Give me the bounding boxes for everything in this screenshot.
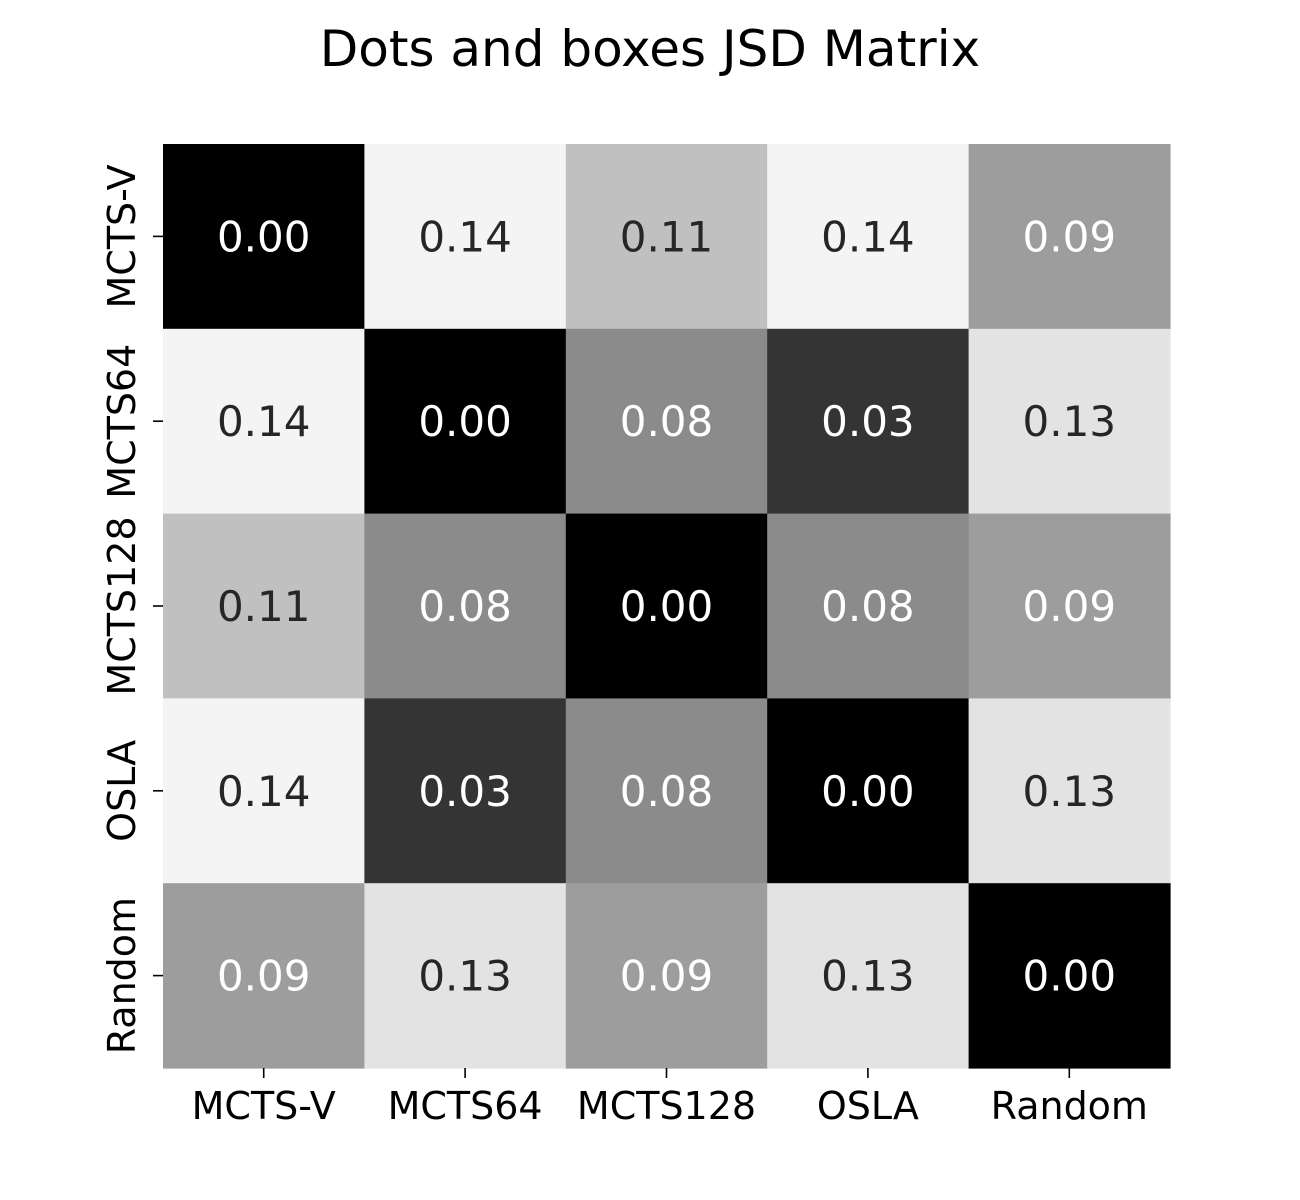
heatmap-cell	[364, 698, 567, 884]
heatmap-cell-value: 0.13	[821, 952, 915, 1001]
heatmap-cell-value: 0.14	[821, 212, 915, 261]
heatmap-cell-value: 0.13	[418, 952, 512, 1001]
heatmap-cell	[163, 144, 365, 330]
y-tick-label: MCTS-V	[100, 164, 144, 308]
heatmap-cells	[163, 144, 1171, 1069]
heatmap-cell	[767, 883, 970, 1069]
heatmap-cell-value: 0.09	[1023, 212, 1117, 261]
heatmap-cell-value: 0.08	[821, 582, 915, 631]
heatmap-cell-value: 0.11	[217, 582, 311, 631]
heatmap-cell	[767, 144, 970, 330]
x-tick-label: OSLA	[817, 1084, 919, 1128]
heatmap-cell	[565, 883, 768, 1069]
heatmap-cell	[163, 513, 365, 699]
heatmap-cell-value: 0.14	[217, 767, 311, 816]
heatmap-cell	[767, 328, 970, 515]
heatmap-cell-value: 0.00	[418, 397, 512, 446]
heatmap-cell-value: 0.09	[217, 952, 311, 1001]
x-axis: MCTS-V MCTS64 MCTS128 OSLA Random	[192, 1068, 1148, 1128]
heatmap-cell	[364, 328, 567, 515]
heatmap-cell	[565, 328, 768, 515]
heatmap-cell-value: 0.09	[1023, 582, 1117, 631]
heatmap-cell	[364, 144, 567, 330]
heatmap-cell	[968, 513, 1171, 699]
x-tick-label: MCTS-V	[192, 1084, 336, 1128]
heatmap-cell	[968, 144, 1171, 330]
heatmap-cell-value: 0.00	[821, 767, 915, 816]
heatmap-cell-value: 0.13	[1023, 397, 1117, 446]
heatmap-cell-value: 0.09	[620, 952, 714, 1001]
heatmap-cell	[565, 698, 768, 884]
heatmap-cell	[163, 328, 365, 515]
heatmap-cell-value: 0.08	[620, 397, 714, 446]
heatmap-cell-value: 0.11	[620, 212, 714, 261]
heatmap-cell	[767, 513, 970, 699]
heatmap-cell	[364, 513, 567, 699]
heatmap-cell	[565, 144, 768, 330]
heatmap-cell	[364, 883, 567, 1069]
heatmap-cell-value: 0.14	[217, 397, 311, 446]
heatmap-cell-value: 0.08	[418, 582, 512, 631]
heatmap-cell-value: 0.00	[1023, 952, 1117, 1001]
heatmap-cell-value: 0.13	[1023, 767, 1117, 816]
heatmap-cell	[565, 513, 768, 699]
y-tick-label: Random	[100, 897, 144, 1054]
x-tick-label: MCTS128	[577, 1084, 756, 1128]
heatmap-cell-value: 0.03	[821, 397, 915, 446]
heatmap-cell-value: 0.14	[418, 212, 512, 261]
heatmap-cell	[163, 698, 365, 884]
heatmap-cell-labels: 0.00 0.14 0.11 0.14 0.09 0.14 0.00 0.08 0.03 0.13…	[217, 212, 1116, 1000]
y-axis: MCTS-V MCTS64 MCTS128 OSLA Random	[100, 164, 163, 1054]
y-tick-label: OSLA	[100, 740, 144, 842]
y-tick-label: MCTS128	[100, 516, 144, 695]
heatmap-cell-value: 0.08	[620, 767, 714, 816]
heatmap-cell-value: 0.00	[217, 212, 311, 261]
heatmap-cell	[968, 698, 1171, 884]
x-tick-label: MCTS64	[388, 1084, 543, 1128]
y-tick-label: MCTS64	[100, 344, 144, 499]
heatmap-cell	[968, 883, 1171, 1069]
heatmap-cell	[968, 328, 1171, 515]
heatmap-cell-value: 0.03	[418, 767, 512, 816]
chart-title: Dots and boxes JSD Matrix	[320, 20, 980, 78]
x-tick-label: Random	[991, 1084, 1148, 1128]
heatmap-cell	[767, 698, 970, 884]
heatmap-cell	[163, 883, 365, 1069]
heatmap-cell-value: 0.00	[620, 582, 714, 631]
